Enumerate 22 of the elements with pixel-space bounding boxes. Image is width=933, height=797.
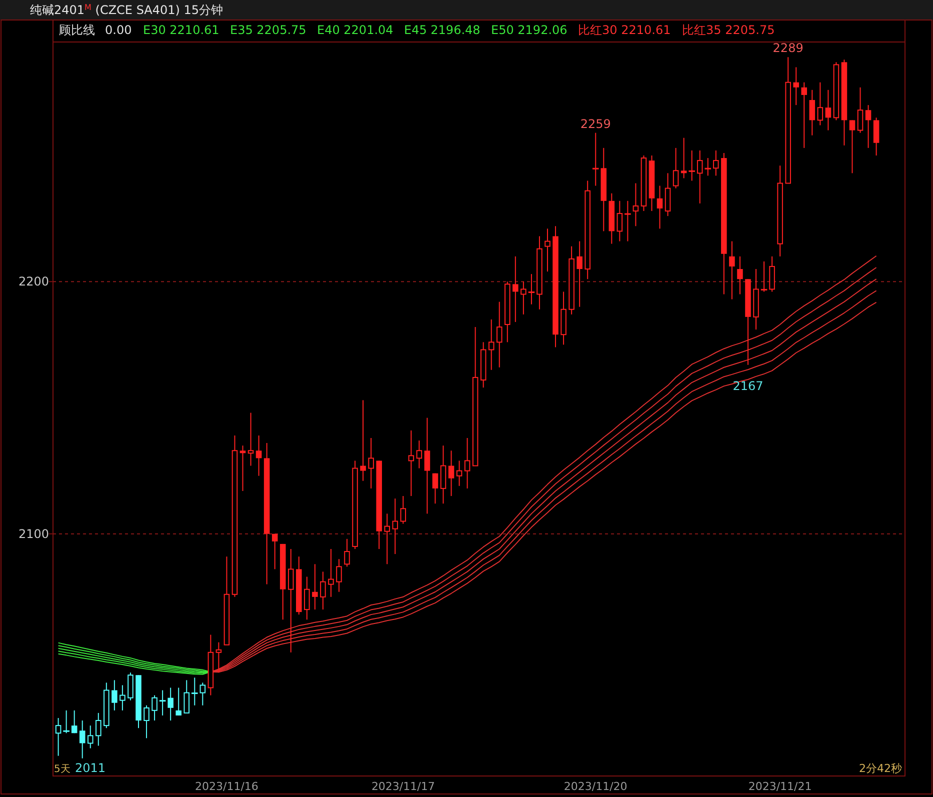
header: E35 2205.75 <box>230 23 306 37</box>
price-label: 2167 <box>732 378 764 393</box>
note: 2011 <box>75 761 106 775</box>
title: 纯碱2401$^{M}$ (CZCE SA401) 15分钟 <box>30 2 224 17</box>
header: E30 2210.61 <box>143 23 220 37</box>
xtick: 2023/11/16 <box>195 780 258 793</box>
header: 顾比线 <box>59 23 95 37</box>
header: E50 2192.06 <box>491 23 568 37</box>
ytick: 2100 <box>18 526 49 541</box>
header: 比红35 2205.75 <box>682 23 775 37</box>
xtick: 2023/11/17 <box>371 780 435 793</box>
header: 比红30 2210.61 <box>578 23 671 37</box>
xtick: 2023/11/20 <box>564 780 628 793</box>
header: 0.00 <box>105 23 132 37</box>
header: E40 2201.04 <box>317 23 394 37</box>
xtick: 2023/11/21 <box>748 780 812 793</box>
note: 5天 <box>54 764 70 775</box>
note: 2分42秒 <box>859 762 902 775</box>
ytick: 2200 <box>18 274 49 289</box>
price-label: 2289 <box>772 41 804 56</box>
price-label: 2259 <box>580 116 611 131</box>
header: E45 2196.48 <box>404 23 480 37</box>
